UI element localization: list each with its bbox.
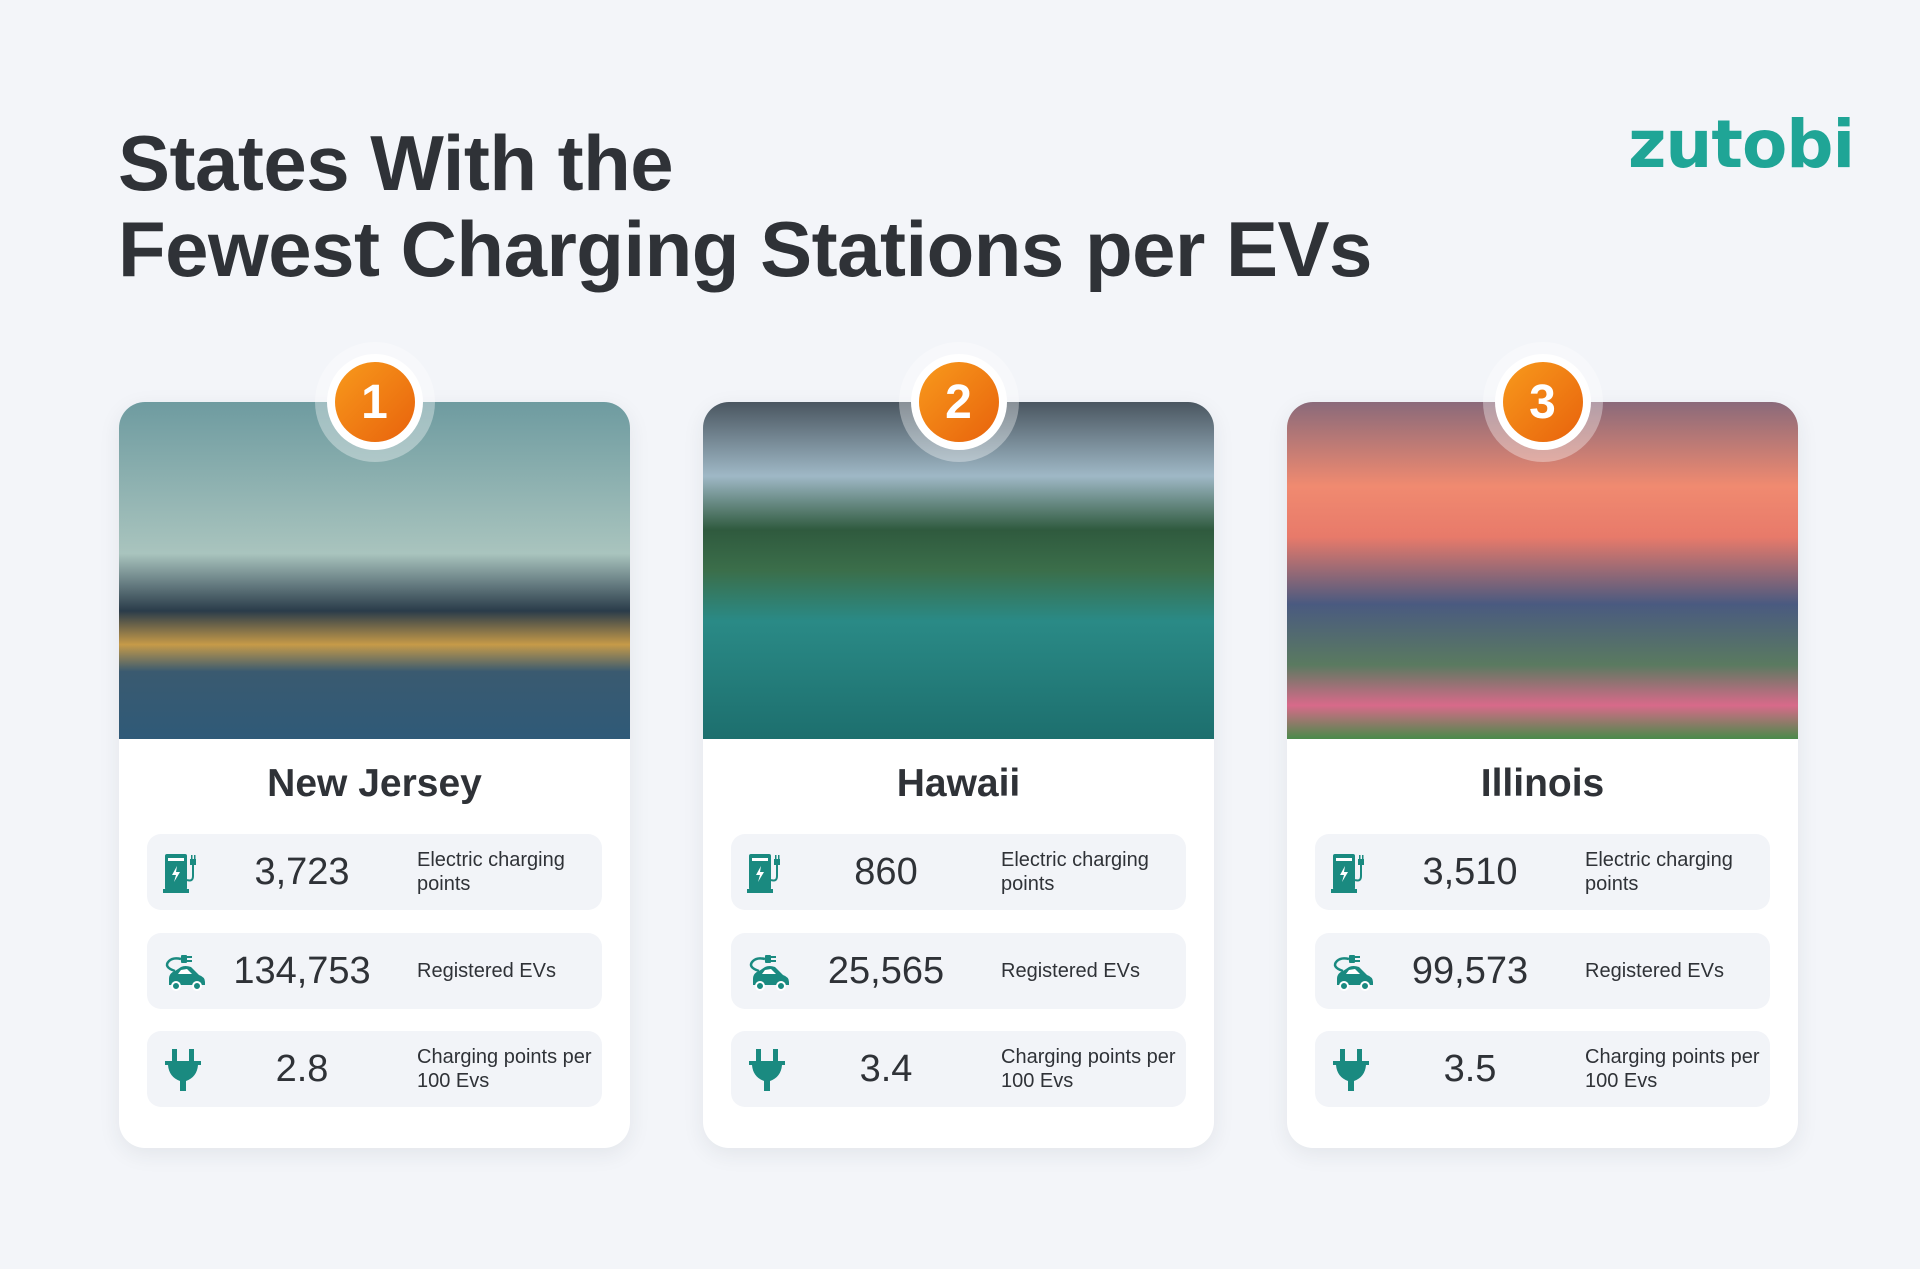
state-card: 3 Illinois 3,510 Electric charging point…	[1287, 342, 1798, 1148]
stat-row-registered-evs: 99,573 Registered EVs	[1315, 933, 1770, 1009]
registered-evs-value: 134,753	[233, 950, 371, 992]
stat-row-registered-evs: 25,565 Registered EVs	[731, 933, 1186, 1009]
per-100-label: Charging points per 100 Evs	[417, 1046, 592, 1092]
electric-car-icon	[745, 949, 791, 995]
per-100-value: 3.4	[859, 1048, 913, 1090]
rank-number: 1	[334, 362, 415, 442]
page-title: States With the Fewest Charging Stations …	[118, 120, 1372, 292]
charging-station-icon	[161, 850, 207, 896]
title-line-1: States With the	[118, 119, 674, 207]
registered-evs-label: Registered EVs	[417, 960, 556, 982]
registered-evs-label: Registered EVs	[1001, 960, 1140, 982]
charging-station-icon	[1329, 850, 1375, 896]
stat-row-charging-points: 3,510 Electric charging points	[1315, 834, 1770, 910]
state-name: New Jersey	[267, 762, 482, 805]
registered-evs-label: Registered EVs	[1585, 960, 1724, 982]
charging-points-label: Electric charging points	[1001, 849, 1149, 895]
stat-row-per-100: 2.8 Charging points per 100 Evs	[147, 1031, 602, 1107]
per-100-label: Charging points per 100 Evs	[1001, 1046, 1176, 1092]
charging-points-label: Electric charging points	[1585, 849, 1733, 895]
rank-number: 2	[918, 362, 999, 442]
rank-number: 3	[1502, 362, 1583, 442]
per-100-value: 3.5	[1443, 1048, 1497, 1090]
electric-car-icon	[161, 949, 207, 995]
state-name: Hawaii	[896, 762, 1021, 805]
registered-evs-value: 99,573	[1411, 950, 1529, 992]
registered-evs-value: 25,565	[827, 950, 945, 992]
state-card: 1 New Jersey 3,723 Electric charging poi…	[119, 342, 630, 1148]
rank-badge: 3	[1482, 342, 1603, 462]
state-name: Illinois	[1480, 762, 1605, 805]
plug-icon	[745, 1047, 791, 1093]
stat-row-per-100: 3.5 Charging points per 100 Evs	[1315, 1031, 1770, 1107]
per-100-value: 2.8	[275, 1048, 329, 1090]
charging-points-value: 860	[854, 851, 918, 893]
charging-points-value: 3,510	[1422, 851, 1518, 893]
charging-points-label: Electric charging points	[417, 849, 565, 895]
stat-row-charging-points: 3,723 Electric charging points	[147, 834, 602, 910]
rank-badge: 2	[898, 342, 1019, 462]
state-photo	[1287, 402, 1798, 739]
state-photo	[119, 402, 630, 739]
charging-station-icon	[745, 850, 791, 896]
plug-icon	[161, 1047, 207, 1093]
rank-badge: 1	[314, 342, 435, 462]
zutobi-logo: zutobi	[1628, 106, 1855, 183]
electric-car-icon	[1329, 949, 1375, 995]
title-line-2: Fewest Charging Stations per EVs	[118, 205, 1372, 293]
stat-row-registered-evs: 134,753 Registered EVs	[147, 933, 602, 1009]
state-card: 2 Hawaii 860 Electric charging points 25…	[703, 342, 1214, 1148]
per-100-label: Charging points per 100 Evs	[1585, 1046, 1760, 1092]
stat-row-charging-points: 860 Electric charging points	[731, 834, 1186, 910]
stat-row-per-100: 3.4 Charging points per 100 Evs	[731, 1031, 1186, 1107]
charging-points-value: 3,723	[254, 851, 350, 893]
plug-icon	[1329, 1047, 1375, 1093]
state-photo	[703, 402, 1214, 739]
